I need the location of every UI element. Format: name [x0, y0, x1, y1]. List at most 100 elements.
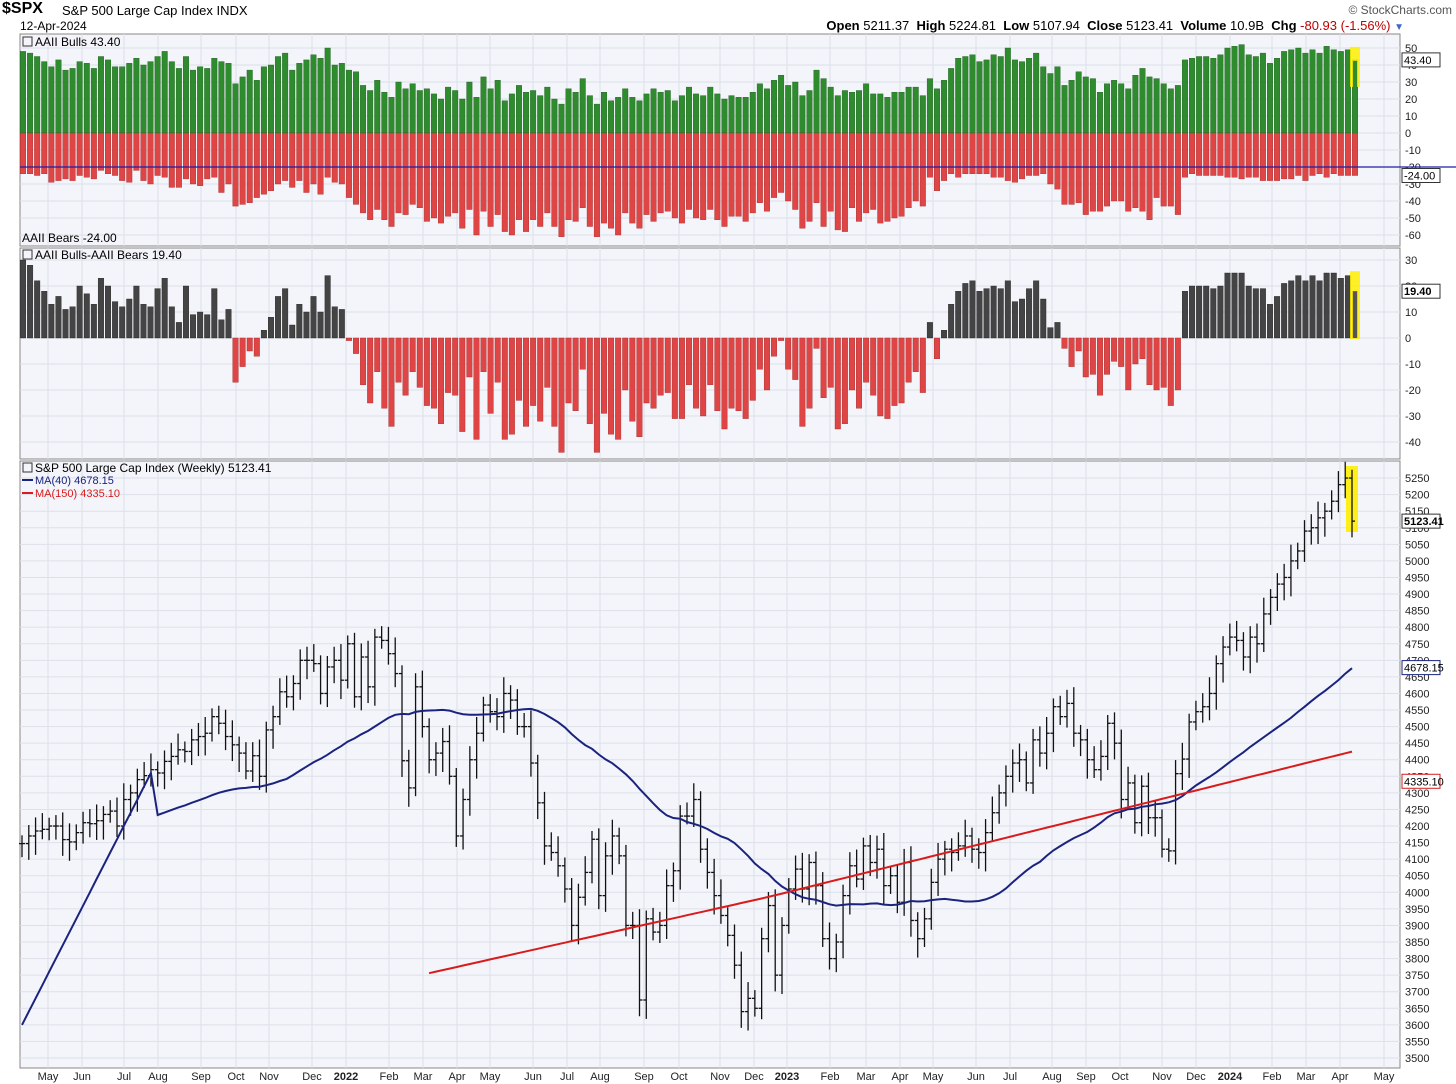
- spread-bar: [714, 337, 721, 412]
- spread-bar: [48, 304, 55, 339]
- bears-bar: [402, 132, 409, 215]
- spread-bar: [728, 337, 735, 409]
- ohlc-bar: [609, 819, 616, 875]
- spread-bar: [501, 337, 508, 440]
- bears-bar: [168, 132, 175, 188]
- bears-bar: [848, 132, 855, 209]
- ohlc-bar: [887, 867, 894, 894]
- bulls-bar: [324, 47, 331, 134]
- bulls-bar: [884, 97, 891, 134]
- ohlc-bar: [1009, 749, 1016, 793]
- bulls-bar: [1259, 52, 1266, 134]
- bulls-bar: [707, 86, 714, 134]
- y-tick-label: 3900: [1405, 920, 1429, 932]
- ohlc-bar: [1199, 693, 1206, 723]
- ohlc-bar: [555, 836, 562, 877]
- bulls-bar-latest: [1353, 60, 1357, 133]
- bulls-bar: [1047, 73, 1054, 134]
- ohlc-bar: [1220, 636, 1227, 683]
- bears-bar: [1196, 132, 1203, 176]
- bulls-bar: [693, 93, 700, 134]
- chevron-down-icon[interactable]: ▼: [1394, 22, 1404, 33]
- ohlc-bar: [412, 673, 419, 797]
- ohlc-bar: [765, 891, 772, 953]
- bulls-bar: [20, 51, 26, 134]
- bulls-bar: [126, 63, 133, 134]
- bears-bar: [756, 132, 763, 203]
- x-tick-label: May: [1374, 1071, 1395, 1083]
- y-tick-label: 4550: [1405, 705, 1429, 717]
- bears-bar: [154, 132, 161, 176]
- spread-bar: [820, 337, 827, 398]
- ohlc-bar: [59, 812, 66, 856]
- spread-bar: [76, 285, 83, 339]
- bulls-bar: [480, 76, 487, 134]
- bulls-bar: [218, 61, 225, 134]
- spread-bar: [523, 337, 530, 427]
- bulls-bar: [721, 98, 728, 134]
- y-tick-label: 30: [1405, 255, 1417, 267]
- bulls-bar: [55, 59, 62, 134]
- bulls-bar: [1033, 52, 1040, 134]
- spread-bar: [161, 278, 168, 339]
- bears-bar: [430, 132, 437, 219]
- bulls-bar: [813, 69, 820, 134]
- y-tick-label: 5050: [1405, 539, 1429, 551]
- ohlc-bar: [575, 883, 582, 945]
- spread-bar: [83, 293, 90, 339]
- ohlc-bar: [405, 749, 412, 807]
- bulls-bar: [700, 95, 707, 134]
- spread-bar: [870, 337, 877, 396]
- ohlc-bar: [473, 716, 480, 779]
- spread-bar: [1125, 337, 1132, 391]
- spread-bar: [955, 291, 962, 339]
- bulls-bar: [154, 56, 161, 134]
- bulls-bar: [423, 88, 430, 134]
- bulls-bar: [83, 63, 90, 134]
- bulls-bar: [90, 68, 97, 134]
- spread-bar: [657, 337, 664, 396]
- spread-bar: [856, 337, 863, 409]
- bulls-bar: [374, 80, 381, 134]
- bulls-bar: [1309, 49, 1316, 134]
- ohlc-bar: [358, 643, 365, 711]
- ohlc-bar: [276, 678, 283, 725]
- bulls-bar: [76, 61, 83, 134]
- spread-bar: [1238, 272, 1245, 339]
- bulls-bar: [331, 64, 338, 134]
- bears-bar: [175, 132, 182, 188]
- spread-bar: [941, 330, 948, 339]
- bears-bar: [820, 132, 827, 227]
- bulls-bar: [112, 66, 119, 134]
- bulls-bar: [870, 93, 877, 134]
- spread-bar: [317, 311, 324, 339]
- bulls-bar: [260, 66, 267, 134]
- bulls-bar: [841, 90, 848, 134]
- last-value-close-box: [1401, 513, 1441, 529]
- bulls-bar: [820, 78, 827, 134]
- y-tick-label: 5250: [1405, 473, 1429, 485]
- x-tick-label: Apr: [1331, 1071, 1348, 1083]
- ohlc-bar: [1308, 514, 1315, 545]
- bulls-bar: [778, 74, 785, 134]
- bulls-bar: [345, 69, 352, 134]
- exchange-code: INDX: [216, 3, 248, 18]
- spread-bar: [360, 337, 367, 385]
- spread-bar: [565, 337, 572, 404]
- ohlc-bar: [86, 809, 93, 838]
- bears-bar: [289, 132, 296, 188]
- spread-bar: [1224, 272, 1231, 339]
- bar-legend-icon: [22, 249, 33, 260]
- bears-bar: [225, 132, 232, 185]
- bears-bar: [1259, 132, 1266, 181]
- bulls-bar: [402, 88, 409, 134]
- low-value: 5107.94: [1032, 18, 1080, 33]
- bears-bar: [204, 132, 211, 180]
- last-value-ma40-box: [1401, 660, 1441, 676]
- spread-bar: [1288, 280, 1295, 339]
- bears-bar: [983, 132, 990, 174]
- bears-bar: [721, 132, 728, 227]
- ohlc-bar: [66, 823, 73, 861]
- legend-label: MA(150) 4335.10: [35, 488, 120, 500]
- ohlc-bar: [867, 834, 874, 877]
